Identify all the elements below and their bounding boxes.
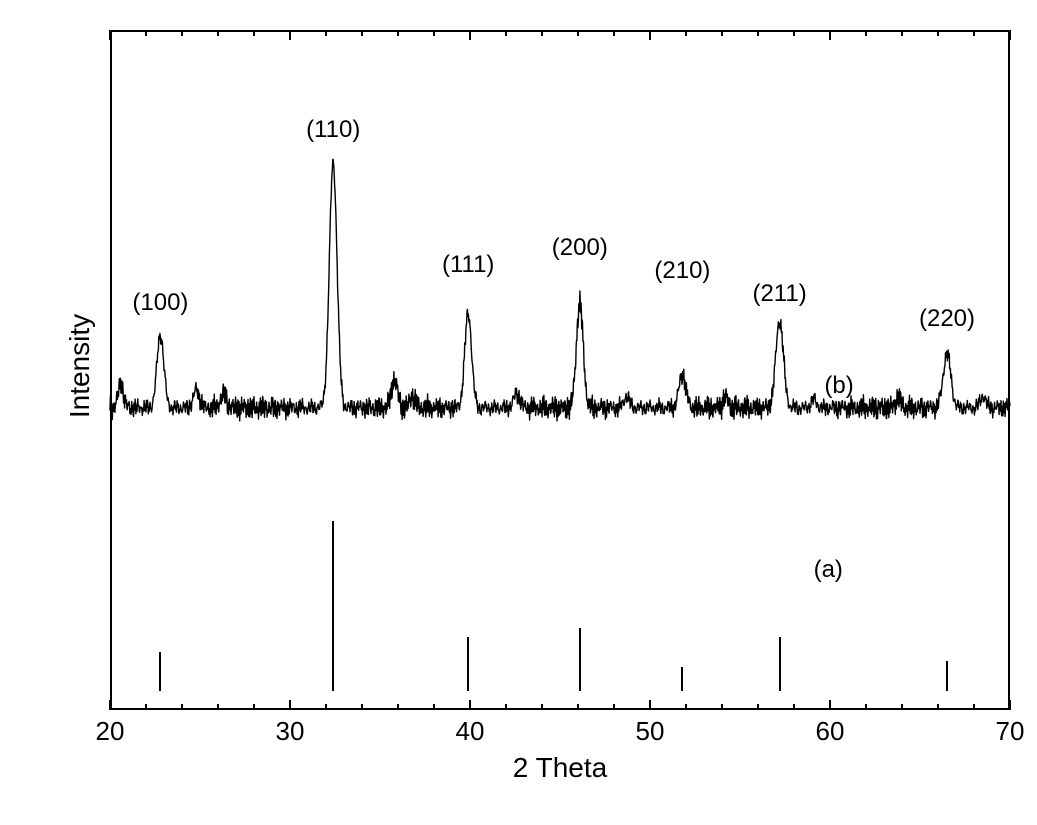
series-label: (b) (824, 372, 853, 400)
peak-label: (211) (740, 280, 820, 308)
peak-label: (110) (293, 116, 373, 144)
series-label: (a) (814, 556, 843, 584)
peak-label: (210) (642, 257, 722, 285)
xrd-trace (0, 0, 1037, 825)
peak-label: (200) (540, 234, 620, 262)
peak-label: (111) (428, 251, 508, 279)
xrd-figure: 2030405060702 ThetaIntensity(100)(110)(1… (0, 0, 1037, 825)
peak-label: (220) (907, 305, 987, 333)
peak-label: (100) (120, 289, 200, 317)
